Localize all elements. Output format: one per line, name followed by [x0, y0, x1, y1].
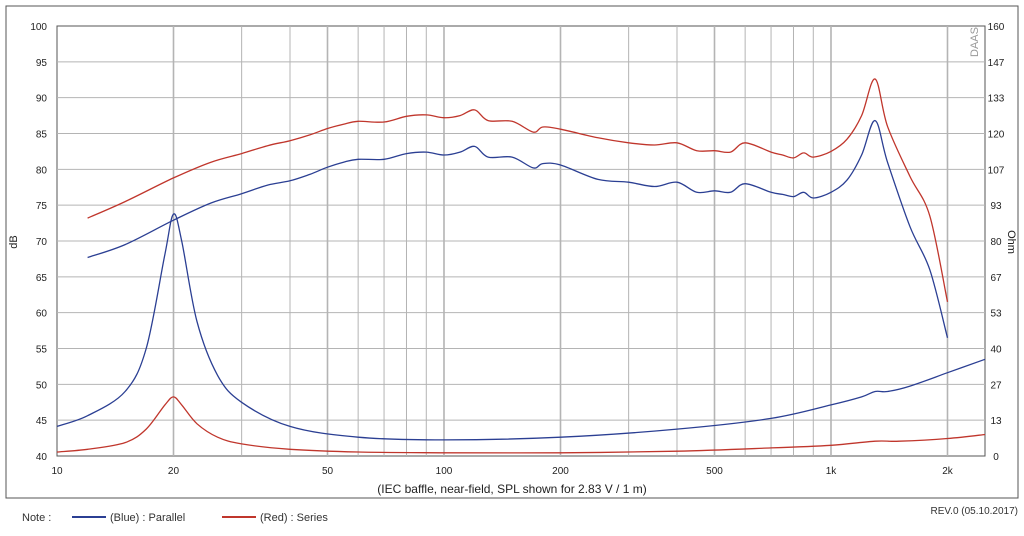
- y2-tick-label: 80: [990, 237, 1002, 248]
- x-tick-label: 500: [706, 466, 723, 477]
- outer-frame: [5, 5, 1019, 499]
- watermark: DAAS: [969, 27, 981, 57]
- y2-tick-label: 13: [990, 416, 1002, 427]
- impedance-line-red: [56, 396, 986, 454]
- legend-blue-swatch: [72, 516, 106, 519]
- y-axis-label: dB: [8, 235, 20, 248]
- y2-tick-label: 160: [988, 22, 1005, 33]
- y2-tick-label: 107: [988, 165, 1005, 176]
- x-tick-label: 50: [322, 466, 334, 477]
- legend-blue: (Blue) : Parallel: [72, 512, 185, 524]
- grid: [57, 26, 985, 456]
- x-tick-label: 20: [168, 466, 180, 477]
- y2-tick-label: 133: [988, 94, 1005, 105]
- y2-tick-label: 0: [993, 452, 999, 463]
- y-tick-label: 75: [36, 201, 48, 212]
- y-tick-label: 60: [36, 309, 48, 320]
- y-tick-label: 80: [36, 165, 48, 176]
- impedance-line-blue: [56, 213, 986, 441]
- y-tick-label: 55: [36, 345, 48, 356]
- y2-tick-label: 53: [990, 309, 1002, 320]
- x-tick-label: 100: [436, 466, 453, 477]
- x-tick-label: 200: [552, 466, 569, 477]
- revision-label: REV.0 (05.10.2017): [930, 506, 1018, 517]
- y2-tick-label: 120: [988, 130, 1005, 141]
- y-tick-label: 50: [36, 380, 48, 391]
- y-tick-label: 95: [36, 58, 48, 69]
- y2-tick-label: 27: [990, 380, 1002, 391]
- y2-axis-label: Ohm: [1005, 230, 1017, 254]
- y2-tick-label: 147: [988, 58, 1005, 69]
- y-tick-label: 70: [36, 237, 48, 248]
- x-tick-label: 2k: [942, 466, 954, 477]
- legend-blue-label: (Blue) : Parallel: [110, 512, 186, 524]
- legend-red: (Red) : Series: [222, 512, 328, 524]
- y-tick-label: 65: [36, 273, 48, 284]
- legend-red-swatch: [222, 516, 256, 519]
- y2-tick-label: 40: [990, 345, 1002, 356]
- spl-line-blue: [87, 119, 949, 338]
- y2-tick-label: 67: [990, 273, 1002, 284]
- y-tick-label: 45: [36, 416, 48, 427]
- y2-tick-label: 93: [990, 201, 1002, 212]
- x-tick-label: 10: [51, 466, 63, 477]
- legend-red-label: (Red) : Series: [260, 512, 328, 524]
- spl-line-red: [87, 78, 949, 303]
- y-tick-label: 100: [30, 22, 47, 33]
- note: Note :: [22, 512, 51, 524]
- x-tick-label: 1k: [826, 466, 838, 477]
- note-label: Note :: [22, 512, 52, 524]
- series-lines: [56, 78, 986, 454]
- y-tick-label: 40: [36, 452, 48, 463]
- x-axis-label: (IEC baffle, near-field, SPL shown for 2…: [377, 482, 646, 496]
- y-tick-label: 90: [36, 94, 48, 105]
- y-tick-label: 85: [36, 130, 48, 141]
- tick-labels: 1009590858075706560555045401601471331201…: [30, 22, 1004, 477]
